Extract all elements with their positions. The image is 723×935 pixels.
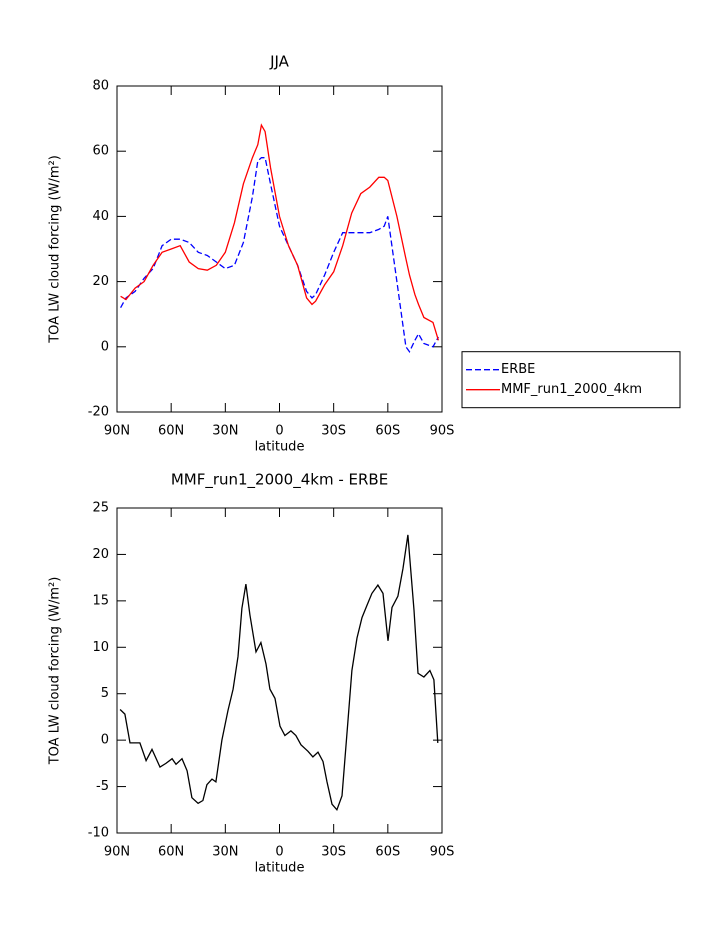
y-tick-label: 80 — [92, 79, 109, 94]
y-tick-label: 0 — [101, 733, 109, 748]
x-axis-label: latitude — [255, 440, 305, 455]
chart-title: JJA — [269, 53, 290, 71]
y-tick-label: -5 — [96, 779, 109, 794]
x-tick-label: 30S — [321, 845, 346, 860]
x-tick-label: 90N — [104, 845, 130, 860]
y-tick-label: 0 — [101, 339, 109, 354]
x-tick-label: 0 — [275, 845, 283, 860]
x-tick-label: 60N — [158, 845, 184, 860]
legend-box — [461, 351, 681, 409]
x-tick-label: 90S — [430, 424, 455, 439]
y-tick-label: 20 — [92, 274, 109, 289]
plot-frame — [116, 507, 443, 834]
data-line — [120, 157, 439, 353]
chart-title: MMF_run1_2000_4km - ERBE — [171, 471, 388, 490]
legend-label: ERBE — [501, 362, 535, 377]
x-tick-label: 30N — [212, 845, 238, 860]
y-tick-label: 60 — [92, 144, 109, 159]
x-tick-label: 90S — [430, 845, 455, 860]
x-axis-label: latitude — [255, 861, 305, 876]
y-tick-label: 20 — [92, 547, 109, 562]
x-tick-label: 90N — [104, 424, 130, 439]
x-tick-label: 30S — [321, 424, 346, 439]
plot-frame — [116, 85, 443, 413]
y-tick-label: 10 — [92, 640, 109, 655]
x-tick-label: 30N — [212, 424, 238, 439]
y-tick-label: 25 — [92, 501, 109, 516]
y-tick-label: 5 — [101, 686, 109, 701]
x-tick-label: 60N — [158, 424, 184, 439]
y-tick-label: -20 — [88, 405, 109, 420]
legend-label: MMF_run1_2000_4km — [501, 382, 642, 397]
y-tick-label: 15 — [92, 593, 109, 608]
y-tick-label: 40 — [92, 209, 109, 224]
y-axis-label: TOA LW cloud forcing (W/m²) — [48, 155, 63, 344]
x-tick-label: 0 — [275, 424, 283, 439]
data-line — [120, 123, 440, 341]
y-tick-label: -10 — [88, 826, 109, 841]
x-tick-label: 60S — [375, 845, 400, 860]
x-tick-label: 60S — [375, 424, 400, 439]
data-line — [119, 534, 439, 812]
y-axis-label: TOA LW cloud forcing (W/m²) — [48, 577, 63, 766]
